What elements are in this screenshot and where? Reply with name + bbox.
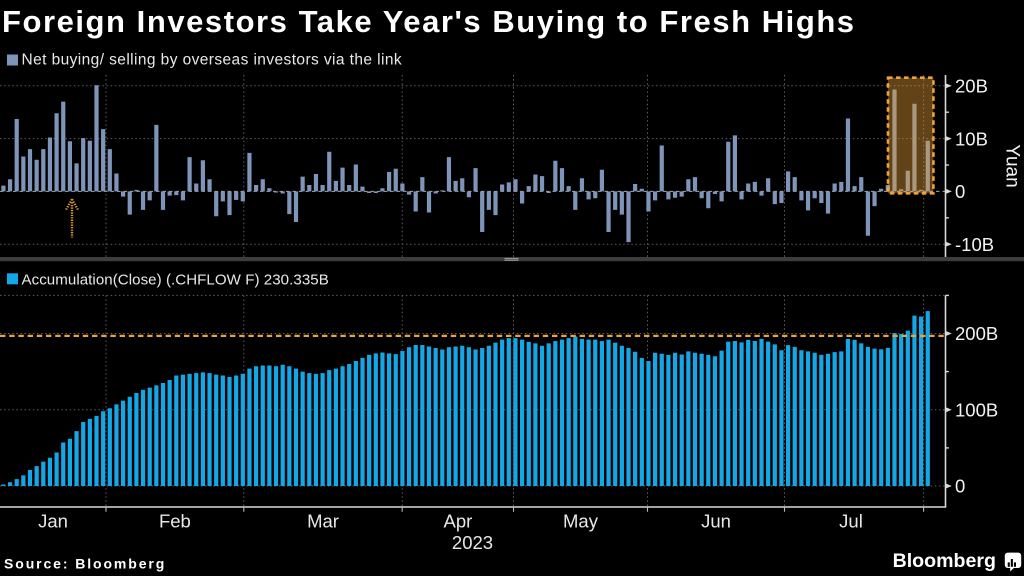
svg-text:Jun: Jun <box>701 510 731 531</box>
svg-text:Source: Bloomberg: Source: Bloomberg <box>4 556 166 572</box>
svg-text:Jul: Jul <box>839 510 863 531</box>
svg-text:Apr: Apr <box>444 510 473 531</box>
svg-text:Net buying/ selling by oversea: Net buying/ selling by overseas investor… <box>22 51 403 68</box>
svg-text:200B: 200B <box>955 323 998 344</box>
svg-text:Feb: Feb <box>159 510 191 531</box>
svg-text:0: 0 <box>955 181 965 202</box>
svg-text:Jan: Jan <box>38 510 68 531</box>
svg-text:2023: 2023 <box>452 532 493 553</box>
svg-text:Bloomberg: Bloomberg <box>893 550 996 572</box>
svg-text:May: May <box>563 510 599 531</box>
svg-text:Mar: Mar <box>307 510 339 531</box>
svg-text:0: 0 <box>955 476 965 497</box>
svg-text:-10B: -10B <box>955 234 994 255</box>
svg-text:Accumulation(Close) (.CHFLOW F: Accumulation(Close) (.CHFLOW F) 230.335B <box>22 272 329 289</box>
svg-text:20B: 20B <box>955 76 988 97</box>
svg-text:Yuan: Yuan <box>1002 144 1023 187</box>
svg-text:Foreign Investors Take Year's: Foreign Investors Take Year's Buying to … <box>2 4 856 39</box>
svg-text:100B: 100B <box>955 399 998 420</box>
svg-text:10B: 10B <box>955 128 988 149</box>
